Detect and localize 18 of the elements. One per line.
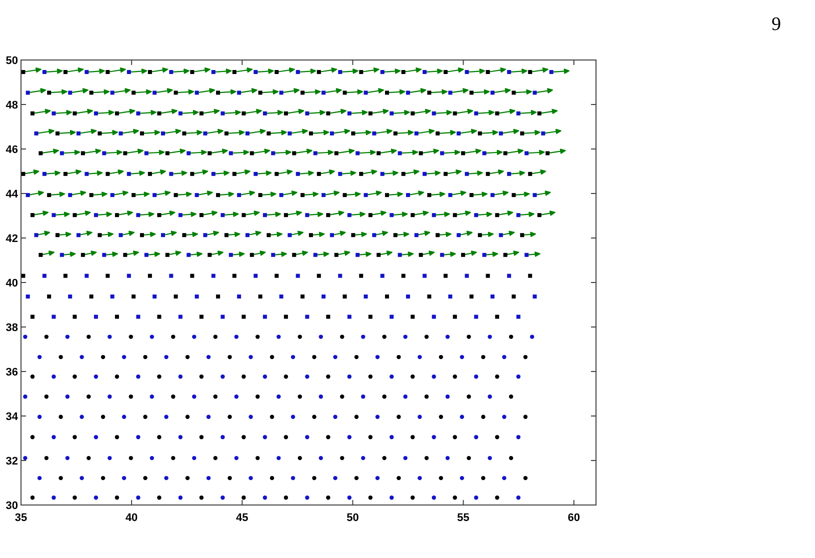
x-tick-label: 60 (568, 512, 580, 524)
x-tick-label: 35 (14, 512, 28, 524)
x-tick-label: 40 (125, 512, 138, 524)
y-tick-label: 50 (6, 54, 18, 67)
y-tick-label: 38 (6, 322, 18, 334)
y-tick-label: 44 (6, 188, 19, 200)
x-tick-label: 45 (236, 512, 248, 524)
y-tick-label: 48 (6, 99, 18, 112)
y-tick-label: 40 (6, 277, 18, 290)
y-tick-label: 30 (6, 500, 18, 512)
y-tick-label: 42 (6, 232, 18, 245)
y-tick-label: 34 (6, 410, 19, 423)
y-tick-label: 46 (6, 144, 18, 156)
x-tick-label: 55 (457, 512, 470, 524)
x-tick-label: 50 (346, 512, 359, 524)
text: 9 (772, 14, 781, 35)
y-tick-label: 36 (6, 366, 18, 378)
y-tick-label: 32 (6, 455, 18, 468)
